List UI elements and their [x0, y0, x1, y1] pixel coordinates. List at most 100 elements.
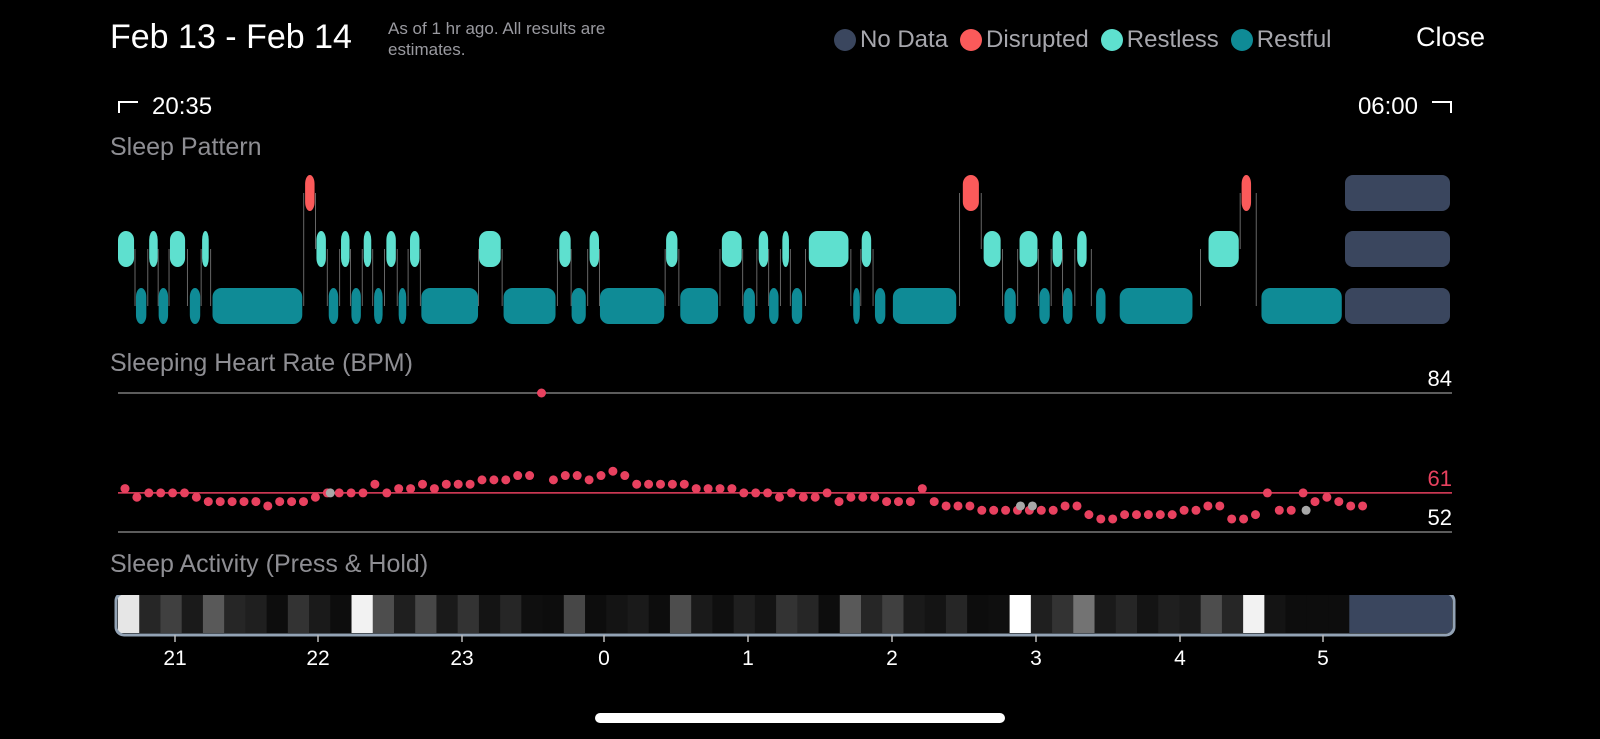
legend-no-data: No Data	[834, 26, 948, 54]
heart-rate-point	[977, 505, 987, 515]
activity-cell	[839, 595, 862, 633]
segment-restful	[503, 288, 556, 324]
activity-cell	[797, 595, 820, 633]
segment-restful	[1039, 288, 1050, 324]
activity-cell	[415, 595, 437, 633]
heart-rate-point	[548, 475, 558, 485]
range-start-bracket-icon	[118, 101, 138, 113]
heart-rate-point	[429, 484, 439, 494]
heart-rate-point	[1155, 510, 1165, 520]
heart-rate-point	[1179, 505, 1189, 515]
segment-restful	[769, 288, 779, 324]
sleep-activity-chart[interactable]: 21 22 23 0 1 2 3 4 5	[0, 595, 1600, 695]
segment-restful	[571, 288, 586, 324]
activity-cell	[754, 595, 777, 633]
heart-rate-chart[interactable]: 84 61 52	[0, 360, 1600, 550]
activity-cell	[585, 595, 607, 633]
legend-restful: Restful	[1230, 26, 1332, 54]
heart-rate-point	[751, 488, 761, 498]
segment-restless	[149, 231, 158, 267]
heart-rate-point	[727, 484, 737, 494]
heart-rate-point	[299, 497, 308, 507]
heart-rate-point	[1060, 501, 1070, 511]
legend-restless-label: Restless	[1126, 26, 1219, 53]
heart-rate-point	[1108, 514, 1118, 524]
segment-restless	[559, 231, 571, 267]
segment-restless	[1208, 231, 1239, 267]
activity-cell	[1306, 595, 1329, 633]
heart-rate-point	[453, 479, 463, 489]
heart-rate-point	[477, 475, 487, 485]
segment-restful	[351, 288, 361, 324]
segment-restful	[680, 288, 719, 324]
segment-restless	[1052, 231, 1063, 267]
heart-rate-heading: Sleeping Heart Rate (BPM)	[110, 349, 413, 377]
hour-tick-label: 0	[598, 647, 610, 670]
segment-restful	[1119, 288, 1193, 324]
sleep-pattern-chart[interactable]	[0, 165, 1600, 340]
heart-rate-point	[596, 471, 606, 481]
heart-rate-point	[1167, 510, 1177, 520]
heart-rate-point	[275, 497, 285, 507]
activity-cell	[457, 595, 480, 633]
heart-rate-point	[953, 501, 963, 511]
legend-restful-swatch	[1230, 29, 1253, 51]
heart-rate-point	[346, 488, 356, 498]
activity-cell	[988, 595, 1011, 633]
heart-rate-point	[715, 484, 725, 494]
heart-rate-point	[1358, 501, 1368, 511]
estimate-note: As of 1 hr ago. All results are estimate…	[388, 19, 606, 59]
legend-restless-swatch	[1100, 29, 1123, 51]
heart-rate-point	[1203, 501, 1213, 511]
heart-rate-point	[620, 471, 630, 481]
activity-cell	[393, 595, 416, 633]
activity-cell	[627, 595, 650, 633]
activity-cell	[669, 595, 692, 633]
heart-rate-point-no-data	[1301, 505, 1311, 515]
heart-rate-point	[989, 505, 999, 515]
heart-rate-point	[215, 497, 225, 507]
segment-restless	[1077, 231, 1087, 267]
segment-restful	[1096, 288, 1106, 324]
segment-disrupted	[1241, 175, 1252, 211]
activity-cell	[882, 595, 904, 633]
hour-tick-label: 22	[306, 647, 329, 670]
segment-disrupted	[962, 175, 979, 211]
heart-rate-point	[310, 492, 320, 502]
activity-cell	[606, 595, 628, 633]
range-end-bracket-icon	[1432, 101, 1452, 113]
heart-rate-point	[1048, 505, 1058, 515]
heart-rate-point	[382, 488, 392, 498]
heart-rate-point	[441, 479, 451, 489]
close-button[interactable]: Close	[1416, 22, 1486, 52]
home-indicator[interactable]	[595, 713, 1005, 723]
activity-cell	[733, 595, 756, 633]
segment-restful	[421, 288, 479, 324]
activity-cell	[372, 595, 395, 633]
heart-rate-point	[572, 471, 582, 481]
activity-cell	[648, 595, 671, 633]
hour-tick-label: 5	[1317, 647, 1329, 670]
segment-restful	[212, 288, 303, 324]
segment-restless	[808, 231, 849, 267]
heart-rate-point	[739, 488, 749, 498]
heart-rate-point	[644, 479, 654, 489]
segment-restful	[892, 288, 957, 324]
heart-rate-point	[1334, 497, 1344, 507]
activity-cell	[1200, 595, 1223, 633]
heart-rate-point	[144, 488, 154, 498]
segment-restless	[478, 231, 501, 267]
heart-rate-point	[1262, 488, 1272, 498]
heart-rate-point	[965, 501, 975, 511]
page-title: Feb 13 - Feb 14	[110, 18, 352, 56]
heart-rate-point	[406, 484, 416, 494]
heart-rate-point	[191, 492, 201, 502]
activity-cell	[967, 595, 989, 633]
legend: No Data Disrupted Restless Restful	[834, 24, 1332, 56]
heart-rate-point	[929, 497, 939, 507]
heart-rate-point	[251, 497, 261, 507]
heart-rate-point	[263, 501, 273, 511]
reference-label: 52	[1428, 505, 1452, 530]
heart-rate-point	[763, 488, 773, 498]
heart-rate-point	[239, 497, 249, 507]
